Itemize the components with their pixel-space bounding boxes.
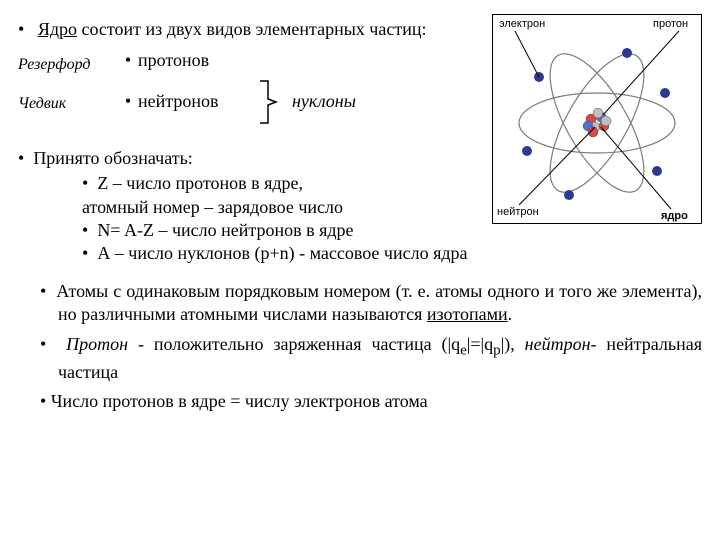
word-nucleus: Ядро — [38, 19, 77, 39]
brace-icon — [256, 79, 284, 125]
svg-text:нейтрон: нейтрон — [497, 206, 539, 218]
atom-diagram: электрон протон нейтрон ядро — [492, 14, 702, 224]
label-nucleons: нуклоны — [292, 90, 356, 113]
line1-rest: состоит из двух видов элементарных части… — [77, 19, 426, 39]
p1a: Атомы с одинаковым порядковым номером (т… — [56, 281, 702, 324]
label-neutrons: нейтронов — [138, 90, 248, 113]
attribution-column: Резерфорд Чедвик — [18, 43, 118, 130]
bullet-icon: • — [118, 49, 138, 72]
para-protons-electrons: Число протонов в ядре = числу электронов… — [58, 390, 702, 413]
bullet-icon: • — [118, 90, 138, 113]
para-isotopes: Атомы с одинаковым порядковым номером (т… — [58, 280, 702, 327]
attrib-chadwick: Чедвик — [18, 94, 118, 115]
p1c: . — [508, 304, 513, 324]
word-proton: Протон — [66, 334, 128, 354]
label-protons: протонов — [138, 49, 248, 72]
para-proton-neutron: Протон - положительно заряженная частица… — [58, 333, 702, 384]
svg-text:ядро: ядро — [661, 210, 688, 222]
attrib-rutherford: Резерфорд — [18, 55, 118, 76]
word-neutron: нейтрон — [525, 334, 591, 354]
svg-text:протон: протон — [653, 18, 688, 30]
sec2-item: А – число нуклонов (p+n) - массовое числ… — [82, 242, 702, 265]
svg-text:электрон: электрон — [499, 18, 545, 30]
word-isotopes: изотопами — [427, 304, 508, 324]
